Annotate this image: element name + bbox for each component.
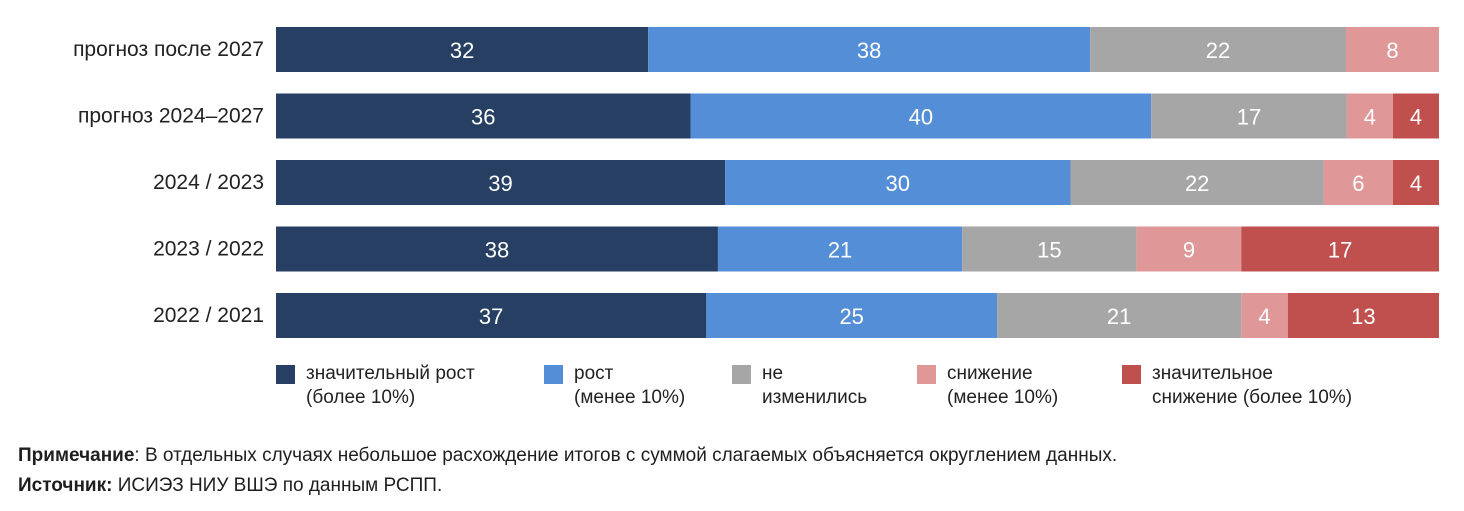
data-label: 25 — [839, 304, 863, 329]
chart-legend: значительный рост (более 10%) рост (мене… — [276, 362, 1446, 422]
bar-segment — [1241, 293, 1288, 338]
category-label: 2022 / 2021 — [153, 304, 264, 327]
legend-swatch — [732, 365, 751, 384]
bar-segment — [1323, 160, 1393, 205]
data-label: 4 — [1410, 171, 1422, 196]
legend-item-decrease: снижение (менее 10%) — [917, 362, 1058, 410]
legend-swatch — [917, 365, 936, 384]
legend-label: снижение (менее 10%) — [947, 363, 1059, 408]
data-label: 38 — [857, 38, 881, 63]
data-label: 37 — [479, 304, 503, 329]
data-label: 17 — [1328, 238, 1352, 263]
bar-segment — [717, 226, 963, 272]
bar-segment — [725, 160, 1071, 205]
stacked-bar-chart: прогноз после 2027 32 38 22 8 прогноз 2024–20… — [73, 27, 1439, 338]
bar-segment — [1136, 226, 1242, 272]
bar-segment — [276, 293, 707, 338]
bar-segment — [1070, 160, 1324, 205]
chart-notes: Примечание: В отдельных случаях небольшо… — [18, 441, 1117, 501]
bar-segment — [1345, 27, 1439, 72]
data-label: 32 — [450, 38, 474, 63]
bar-segment — [648, 27, 1091, 72]
data-label: 30 — [886, 171, 910, 196]
bar-segment — [1346, 93, 1393, 139]
data-label: 6 — [1352, 171, 1364, 196]
bar-segment — [962, 226, 1137, 272]
bar-segment — [276, 160, 726, 205]
legend-item-growth: рост (менее 10%) — [544, 362, 685, 410]
data-label: 4 — [1258, 304, 1270, 329]
source-label: Источник: — [18, 475, 113, 496]
category-label: прогноз 2024–2027 — [78, 105, 264, 128]
category-label: 2024 / 2023 — [153, 171, 264, 194]
legend-item-unchanged: не изменились — [732, 362, 867, 410]
data-label: 38 — [485, 238, 509, 263]
data-label: 22 — [1185, 171, 1209, 196]
category-label: 2023 / 2022 — [153, 238, 264, 261]
data-label: 4 — [1364, 105, 1376, 130]
bar-segment — [997, 293, 1242, 338]
legend-item-significant-decrease: значительное снижение (более 10%) — [1122, 362, 1352, 410]
data-label: 39 — [488, 171, 512, 196]
data-label: 13 — [1351, 304, 1375, 329]
source-line: Источник: ИСИЭЗ НИУ ВШЭ по данным РСПП. — [18, 471, 1117, 501]
bar-segment — [276, 226, 718, 272]
legend-swatch — [276, 365, 295, 384]
note-text: : В отдельных случаях небольшое расхожде… — [134, 445, 1118, 466]
data-label: 21 — [1107, 304, 1131, 329]
legend-label: значительный рост (более 10%) — [306, 363, 475, 408]
data-label: 4 — [1410, 105, 1422, 130]
bar-segment — [1287, 293, 1439, 338]
legend-item-significant-growth: значительный рост (более 10%) — [276, 362, 475, 410]
data-label: 21 — [828, 238, 852, 263]
legend-label: не изменились — [762, 363, 868, 408]
data-label: 17 — [1237, 105, 1261, 130]
note-line: Примечание: В отдельных случаях небольшо… — [18, 441, 1117, 471]
data-label: 36 — [471, 105, 495, 130]
source-text: ИСИЭЗ НИУ ВШЭ по данным РСПП. — [112, 475, 443, 496]
bar-segment — [276, 27, 649, 72]
bar-segment — [1241, 226, 1439, 272]
bar-segment — [1151, 93, 1347, 139]
bar-segment — [1090, 27, 1346, 72]
data-label: 22 — [1206, 38, 1230, 63]
bar-segment — [706, 293, 998, 338]
legend-swatch — [1122, 365, 1141, 384]
category-label: прогноз после 2027 — [73, 38, 264, 61]
data-label: 8 — [1386, 38, 1398, 63]
legend-swatch — [544, 365, 563, 384]
legend-label: значительное снижение (более 10%) — [1152, 363, 1353, 408]
data-label: 40 — [909, 105, 933, 130]
bar-segment — [1392, 93, 1439, 139]
legend-label: рост (менее 10%) — [574, 363, 686, 408]
data-label: 9 — [1183, 238, 1195, 263]
data-label: 15 — [1037, 238, 1061, 263]
bar-segment — [276, 93, 691, 139]
note-label: Примечание — [18, 445, 135, 466]
bar-segment — [690, 93, 1152, 139]
bar-segment — [1392, 160, 1439, 205]
